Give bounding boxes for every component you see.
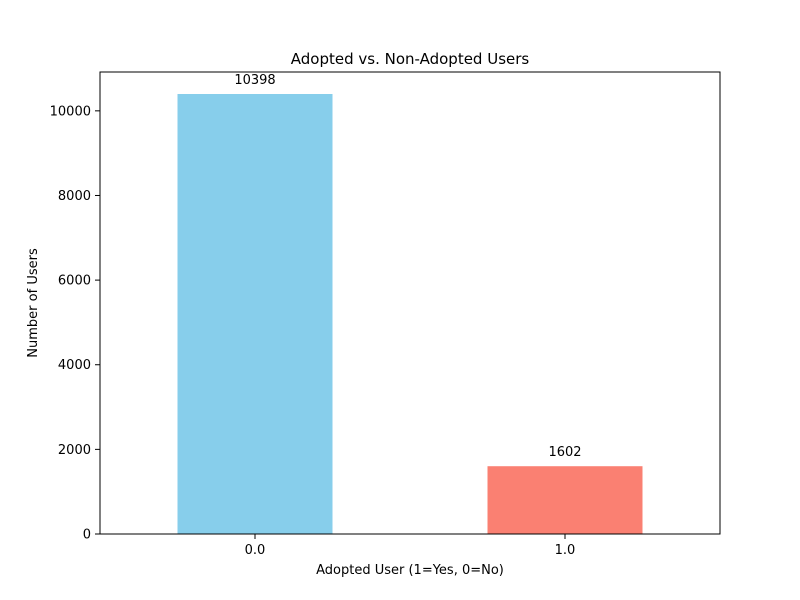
data-labels-layer: 10398 1602 [234, 73, 581, 460]
y-tick-label: 6000 [58, 274, 91, 289]
y-tick-label: 10000 [50, 104, 91, 119]
plot-frame [99, 71, 721, 535]
bar-0.0 [177, 94, 333, 534]
bars-layer [177, 94, 643, 534]
y-tick-label: 4000 [58, 358, 91, 373]
data-label-0.0: 10398 [234, 73, 275, 88]
y-axis: 0 2000 4000 6000 8000 10000 [50, 104, 100, 543]
x-tick-label: 1.0 [555, 543, 576, 558]
x-tick-label: 0.0 [245, 543, 266, 558]
x-axis: 0.0 1.0 [245, 534, 576, 558]
y-axis-label: Number of Users [26, 248, 41, 358]
y-tick-label: 0 [83, 528, 91, 543]
data-label-1.0: 1602 [548, 445, 581, 460]
chart-title: Adopted vs. Non-Adopted Users [291, 50, 530, 68]
y-tick-label: 8000 [58, 189, 91, 204]
y-tick-label: 2000 [58, 443, 91, 458]
bar-1.0 [487, 466, 643, 534]
x-axis-label: Adopted User (1=Yes, 0=No) [316, 563, 504, 578]
